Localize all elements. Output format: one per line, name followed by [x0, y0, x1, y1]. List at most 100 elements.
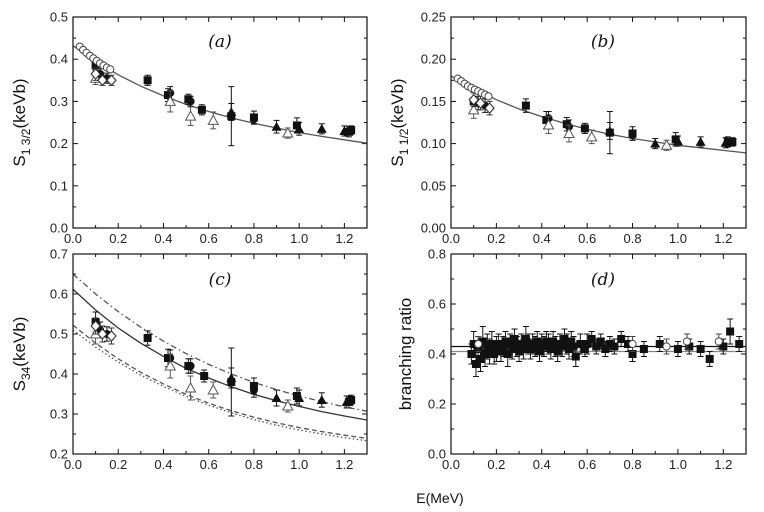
data-point-triangle: [271, 389, 282, 407]
marker-square: [558, 342, 567, 351]
data-point-square: [580, 122, 589, 134]
marker-triangle-open: [660, 139, 673, 150]
x-tick-label: 0.2: [109, 231, 127, 246]
data-point-circle-open: [682, 333, 692, 350]
data-point-square: [605, 336, 614, 352]
data-point-diamond-open: [468, 92, 479, 107]
marker-square: [197, 105, 206, 114]
data-point-triangle-open: [207, 111, 220, 130]
x-tick-label: 0.2: [487, 457, 505, 472]
marker-square: [560, 335, 569, 343]
marker-square: [726, 327, 735, 336]
data-point-diamond-open: [106, 327, 117, 345]
data-point-square: [673, 341, 682, 357]
marker-triangle-open: [281, 127, 294, 138]
marker-square: [347, 126, 356, 135]
data-point-triangle: [271, 119, 282, 134]
y-tick-label: 0.1: [50, 178, 68, 193]
marker-square: [526, 345, 535, 353]
marker-triangle: [720, 137, 731, 147]
x-tick-label: 0.4: [154, 457, 172, 472]
data-point-triangle-open: [207, 381, 220, 399]
y-tick-label: 0.0: [50, 221, 68, 236]
x-tick-label: 0.0: [64, 231, 82, 246]
x-tick-label: 0.8: [245, 457, 263, 472]
marker-square: [494, 340, 503, 348]
x-tick-label: 0.2: [109, 457, 127, 472]
marker-triangle: [271, 393, 282, 402]
marker-triangle: [294, 123, 305, 133]
x-tick-label: 0.4: [154, 231, 172, 246]
data-point-triangle-open: [281, 127, 294, 139]
data-point-diamond-open: [106, 74, 117, 87]
plot-frame: [450, 253, 747, 455]
marker-triangle: [604, 125, 615, 135]
y-tick-label: 0.4: [428, 347, 446, 362]
data-point-triangle-open: [184, 375, 197, 401]
marker-diamond-open: [484, 102, 495, 114]
marker-triangle-open: [207, 383, 220, 395]
marker-square: [705, 355, 714, 363]
y-tick-label: 0.4: [50, 367, 68, 382]
fit-curve-solid: [73, 288, 367, 421]
marker-circle-open: [484, 92, 493, 101]
marker-square: [521, 101, 530, 110]
data-point-triangle: [226, 367, 237, 389]
data-point-triangle: [695, 136, 706, 148]
panel-label: (b): [591, 32, 615, 52]
marker-square: [587, 335, 596, 343]
marker-circle: [628, 131, 637, 140]
x-tick-label: 0.8: [623, 457, 641, 472]
data-point-triangle-open: [542, 116, 555, 134]
data-point-square: [735, 336, 744, 352]
y-tick-label: 0.25: [421, 10, 446, 25]
y-tick-label: 0.6: [50, 287, 68, 302]
marker-square: [551, 342, 560, 351]
fit-curve-solid: [451, 75, 746, 154]
marker-diamond-open: [106, 330, 117, 342]
marker-circle-open: [106, 65, 115, 74]
y-axis-label-subscript: 34: [19, 366, 33, 380]
data-point-square: [617, 331, 626, 347]
y-tick-label: 0.3: [50, 94, 68, 109]
x-tick-label: 0.6: [578, 457, 596, 472]
marker-square: [347, 396, 356, 404]
x-tick-label: 0.0: [64, 457, 82, 472]
data-point-circle-open: [714, 333, 723, 350]
marker-triangle: [294, 393, 305, 402]
fit-curve-solid: [73, 45, 367, 144]
marker-square: [467, 350, 476, 358]
panel-d: 0.0 0.2 0.4 0.6 0.8 1.0 1.2 0.0 0.2 0.4 0.6 0.8 (d) b…: [396, 247, 747, 472]
data-point-square: [696, 341, 705, 357]
marker-square: [719, 342, 728, 351]
panel-label: (d): [591, 270, 615, 290]
x-tick-label: 0.0: [442, 231, 460, 246]
marker-square: [143, 76, 152, 85]
y-axis-label-unit: (keVb): [10, 78, 29, 128]
panel-c: 0.0 0.2 0.4 0.6 0.8 1.0 1.20.20.30.40.50.60.7(…: [10, 247, 368, 472]
data-point-circle-open: [484, 92, 493, 101]
marker-square: [200, 372, 209, 380]
marker-square: [510, 335, 519, 343]
marker-square: [476, 355, 485, 363]
data-point-diamond-open: [97, 325, 108, 343]
marker-square: [519, 345, 528, 353]
y-tick-label: 0.10: [421, 136, 446, 151]
data-point-triangle: [294, 389, 305, 407]
marker-triangle: [672, 136, 683, 146]
y-axis-label-main: S: [10, 155, 29, 166]
marker-square: [292, 392, 301, 400]
marker-square: [546, 345, 555, 353]
marker-circle-open: [474, 339, 483, 349]
y-tick-label: 0.5: [50, 10, 68, 25]
y-tick-label: 0.15: [421, 94, 446, 109]
panel-label: (c): [209, 270, 232, 290]
marker-triangle: [271, 121, 282, 131]
x-tick-label: 0.6: [200, 457, 218, 472]
fit-curve-dashed: [73, 324, 367, 440]
y-axis-label-subscript: 1 3/2: [19, 128, 33, 155]
x-tick-label: 0.0: [442, 457, 460, 472]
data-point-triangle: [316, 392, 327, 408]
marker-triangle-open: [585, 130, 598, 142]
